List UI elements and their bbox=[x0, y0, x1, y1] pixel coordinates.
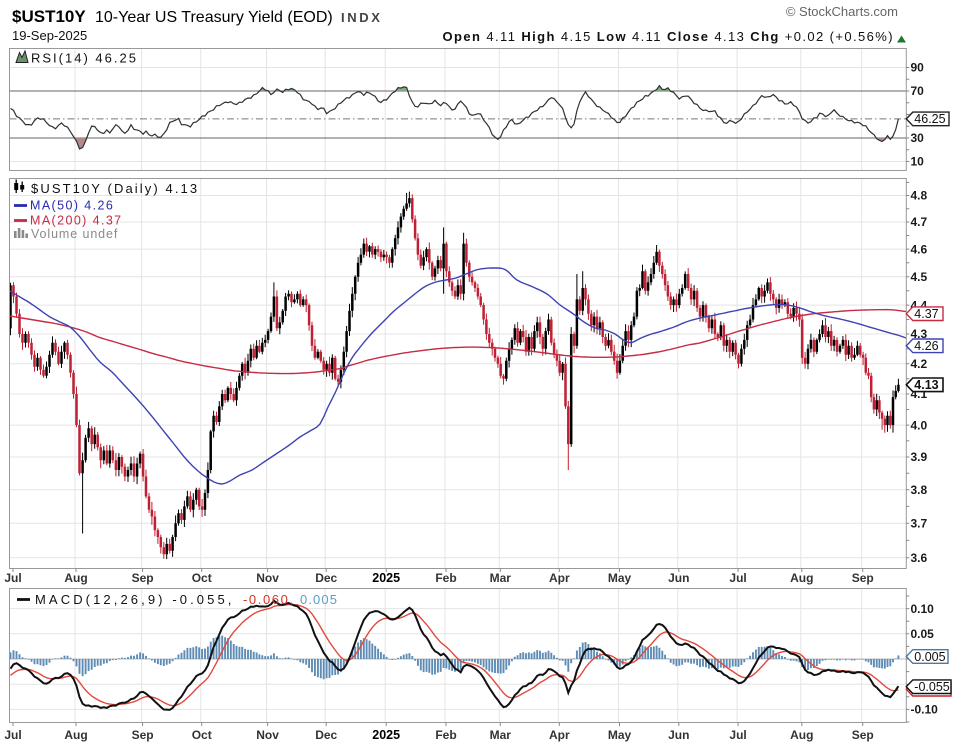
svg-text:3.7: 3.7 bbox=[911, 517, 928, 531]
svg-text:70: 70 bbox=[911, 84, 925, 98]
svg-text:Feb: Feb bbox=[435, 728, 456, 742]
svg-text:4.2: 4.2 bbox=[911, 357, 928, 371]
svg-text:19-Sep-2025: 19-Sep-2025 bbox=[12, 28, 87, 43]
svg-text:Oct: Oct bbox=[192, 728, 212, 742]
svg-text:Mar: Mar bbox=[490, 571, 512, 585]
svg-text:Jul: Jul bbox=[729, 571, 746, 585]
svg-text:Sep: Sep bbox=[852, 571, 874, 585]
svg-text:Mar: Mar bbox=[490, 728, 512, 742]
svg-text:4.6: 4.6 bbox=[911, 242, 928, 256]
svg-text:MA(50) 4.26: MA(50) 4.26 bbox=[30, 199, 114, 213]
svg-text:2025: 2025 bbox=[372, 728, 400, 742]
svg-text:4.7: 4.7 bbox=[911, 215, 928, 229]
svg-text:4.37: 4.37 bbox=[914, 307, 938, 321]
svg-text:Aug: Aug bbox=[790, 571, 813, 585]
svg-text:30: 30 bbox=[911, 131, 925, 145]
svg-text:Nov: Nov bbox=[256, 571, 279, 585]
svg-text:4.5: 4.5 bbox=[911, 270, 928, 284]
svg-text:Oct: Oct bbox=[192, 571, 212, 585]
svg-text:$UST10Y (Daily) 4.13: $UST10Y (Daily) 4.13 bbox=[31, 181, 199, 196]
svg-text:Jul: Jul bbox=[729, 728, 746, 742]
svg-text:MA(200) 4.37: MA(200) 4.37 bbox=[30, 214, 123, 228]
svg-text:0.005: 0.005 bbox=[914, 650, 945, 664]
svg-text:Apr: Apr bbox=[549, 728, 570, 742]
svg-text:Apr: Apr bbox=[549, 571, 570, 585]
svg-text:May: May bbox=[608, 728, 632, 742]
svg-text:0.10: 0.10 bbox=[911, 602, 935, 616]
svg-text:INDX: INDX bbox=[341, 10, 382, 25]
svg-text:3.9: 3.9 bbox=[911, 450, 928, 464]
svg-text:Sep: Sep bbox=[852, 728, 874, 742]
svg-text:Dec: Dec bbox=[315, 728, 337, 742]
svg-text:2025: 2025 bbox=[372, 571, 400, 585]
svg-text:4.8: 4.8 bbox=[911, 189, 928, 203]
svg-text:Sep: Sep bbox=[132, 728, 154, 742]
svg-text:Jul: Jul bbox=[4, 571, 21, 585]
svg-text:Sep: Sep bbox=[132, 571, 154, 585]
svg-text:10-Year US Treasury Yield (EOD: 10-Year US Treasury Yield (EOD) bbox=[95, 9, 333, 26]
svg-text:-0.055: -0.055 bbox=[914, 680, 949, 694]
svg-text:$UST10Y: $UST10Y bbox=[12, 7, 86, 26]
svg-text:© StockCharts.com: © StockCharts.com bbox=[786, 4, 898, 19]
svg-text:4.26: 4.26 bbox=[914, 339, 938, 353]
svg-text:-0.060,: -0.060, bbox=[243, 592, 295, 607]
svg-text:46.25: 46.25 bbox=[914, 112, 945, 126]
svg-text:Aug: Aug bbox=[790, 728, 813, 742]
svg-text:90: 90 bbox=[911, 61, 925, 75]
svg-text:Aug: Aug bbox=[64, 728, 87, 742]
svg-text:10: 10 bbox=[911, 155, 925, 169]
svg-text:Jun: Jun bbox=[668, 571, 689, 585]
svg-text:RSI(14) 46.25: RSI(14) 46.25 bbox=[31, 51, 138, 66]
svg-text:4.13: 4.13 bbox=[914, 378, 938, 392]
svg-text:-0.10: -0.10 bbox=[911, 703, 939, 717]
svg-text:MACD(12,26,9) -0.055,: MACD(12,26,9) -0.055, bbox=[35, 592, 235, 607]
svg-text:Dec: Dec bbox=[315, 571, 337, 585]
svg-text:0.005: 0.005 bbox=[300, 592, 338, 607]
svg-text:Volume undef: Volume undef bbox=[31, 227, 118, 241]
svg-text:Jun: Jun bbox=[668, 728, 689, 742]
svg-text:3.8: 3.8 bbox=[911, 483, 928, 497]
svg-text:Jul: Jul bbox=[4, 728, 21, 742]
svg-text:0.05: 0.05 bbox=[911, 627, 935, 641]
svg-text:4.0: 4.0 bbox=[911, 418, 928, 432]
svg-text:3.6: 3.6 bbox=[911, 551, 928, 565]
svg-text:May: May bbox=[608, 571, 632, 585]
svg-text:4.3: 4.3 bbox=[911, 327, 928, 341]
svg-text:Open 4.11 High 4.15 Low 4.11 C: Open 4.11 High 4.15 Low 4.11 Close 4.13 … bbox=[443, 29, 894, 44]
svg-text:Feb: Feb bbox=[435, 571, 456, 585]
svg-text:Nov: Nov bbox=[256, 728, 279, 742]
svg-text:Aug: Aug bbox=[64, 571, 87, 585]
